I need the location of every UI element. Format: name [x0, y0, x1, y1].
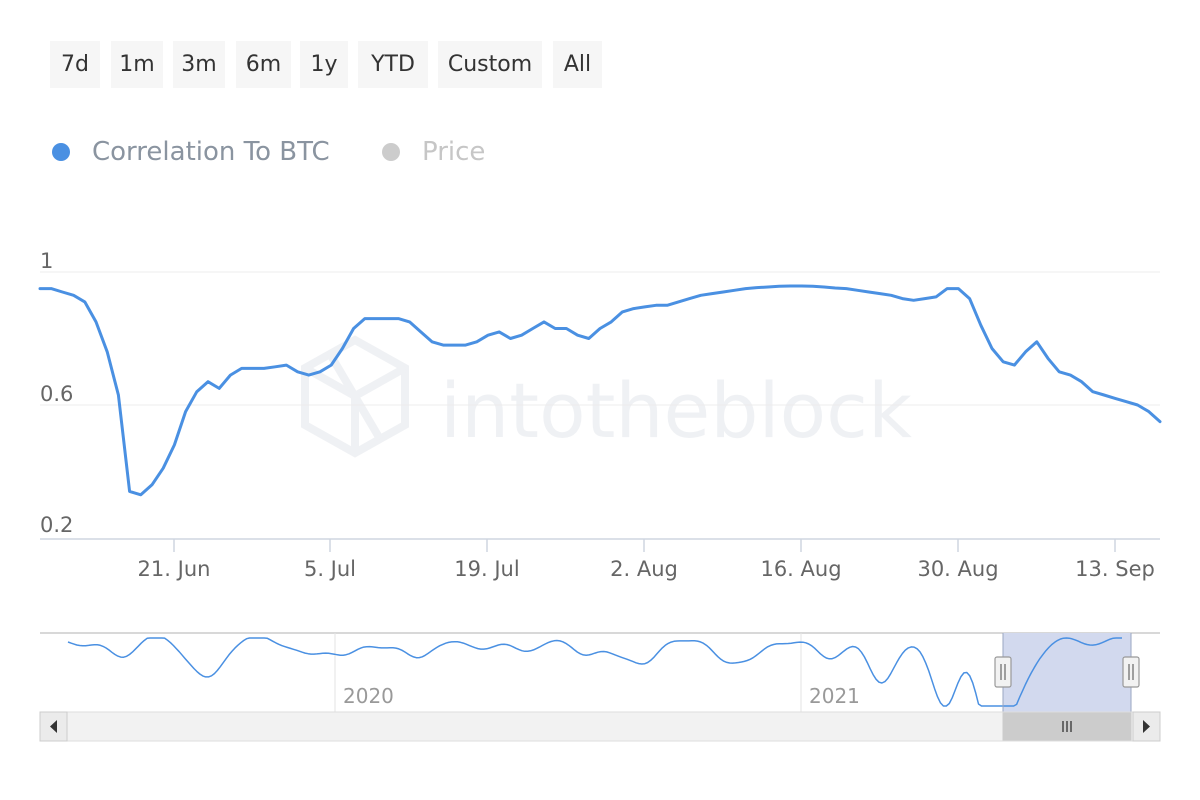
- navigator-label-2021: 2021: [809, 684, 860, 708]
- range-button-7d[interactable]: 7d: [50, 41, 100, 88]
- navigator-selected-range[interactable]: [1003, 633, 1131, 712]
- series-line-correlation[interactable]: [38, 284, 1162, 497]
- legend-item-correlation[interactable]: Correlation To BTC: [52, 132, 330, 172]
- scrollbar-track[interactable]: [39, 711, 1161, 742]
- x-tick-label-16-aug: 16. Aug: [760, 557, 841, 581]
- legend-label-correlation: Correlation To BTC: [92, 137, 330, 167]
- x-tick-label-21-jun: 21. Jun: [138, 557, 211, 581]
- scrollbar-right-arrow[interactable]: [1132, 711, 1161, 742]
- y-tick-labels: 1 0.6 0.2: [40, 249, 73, 537]
- range-button-all[interactable]: All: [553, 41, 602, 88]
- watermark: intotheblock: [301, 335, 912, 458]
- x-tick-label-13-sep: 13. Sep: [1075, 557, 1155, 581]
- range-button-6m[interactable]: 6m: [236, 41, 291, 88]
- x-tick-label-2-aug: 2. Aug: [610, 557, 678, 581]
- range-button-1m[interactable]: 1m: [111, 41, 163, 88]
- navigator-handle-right[interactable]: [1122, 656, 1140, 688]
- range-button-custom[interactable]: Custom: [438, 41, 542, 88]
- y-tick-label-1: 1: [40, 249, 53, 273]
- y-tick-label-0-6: 0.6: [40, 382, 73, 406]
- x-tick-labels: 21. Jun 5. Jul 19. Jul 2. Aug 16. Aug 30…: [138, 557, 1155, 581]
- scrollbar-left-arrow[interactable]: [39, 711, 68, 742]
- navigator: 2020 2021: [40, 632, 1160, 712]
- scrollbar-thumb[interactable]: [1002, 712, 1132, 741]
- legend-marker-price: [382, 143, 400, 161]
- legend-marker-correlation: [52, 143, 70, 161]
- scrollbar: [39, 711, 1161, 742]
- x-ticks: [173, 539, 1116, 552]
- x-tick-label-19-jul: 19. Jul: [454, 557, 519, 581]
- x-tick-label-5-jul: 5. Jul: [304, 557, 356, 581]
- watermark-logo-icon: [301, 335, 409, 458]
- range-button-ytd[interactable]: YTD: [358, 41, 428, 88]
- chevron-right-icon: [1143, 720, 1150, 733]
- legend-label-price: Price: [422, 137, 486, 167]
- watermark-text: intotheblock: [440, 366, 912, 455]
- navigator-series-line: [67, 637, 1122, 707]
- navigator-handle-left[interactable]: [994, 656, 1012, 688]
- y-tick-label-0-2: 0.2: [40, 513, 73, 537]
- y-grid: [40, 271, 1160, 406]
- chevron-left-icon: [50, 720, 57, 733]
- range-button-3m[interactable]: 3m: [173, 41, 225, 88]
- navigator-label-2020: 2020: [343, 684, 394, 708]
- x-tick-label-30-aug: 30. Aug: [917, 557, 998, 581]
- range-button-1y[interactable]: 1y: [300, 41, 348, 88]
- legend-item-price[interactable]: Price: [382, 132, 485, 172]
